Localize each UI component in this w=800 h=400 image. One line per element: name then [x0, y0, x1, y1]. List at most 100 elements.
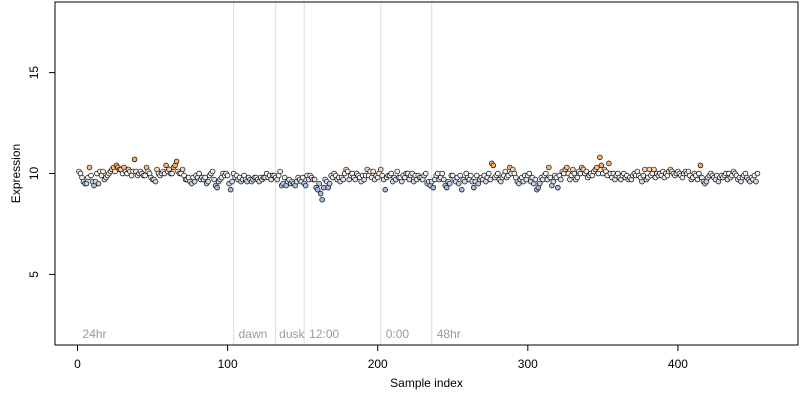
data-point [537, 180, 543, 187]
data-point [651, 166, 657, 173]
data-point [398, 178, 405, 185]
data-point [311, 176, 318, 183]
data-point [642, 166, 648, 173]
data-point [224, 172, 231, 179]
data-point [459, 186, 465, 193]
data-point [302, 182, 309, 189]
data-point [344, 168, 351, 175]
y-axis: 5 10 15 [27, 66, 55, 278]
group-label: 12:00 [309, 327, 339, 341]
data-point [571, 170, 578, 177]
data-point [555, 184, 561, 191]
x-axis: 0 100 200 300 400 [74, 345, 688, 371]
data-point [441, 176, 447, 183]
data-point [377, 166, 384, 173]
data-point [394, 168, 400, 175]
data-point [574, 174, 581, 181]
data-point [430, 184, 437, 191]
data-point [179, 166, 186, 173]
data-point [546, 164, 552, 171]
x-tick-label: 200 [368, 357, 388, 371]
x-tick-label: 400 [668, 357, 688, 371]
data-point [205, 178, 211, 185]
data-point [326, 180, 333, 187]
data-point [495, 170, 501, 177]
data-point [471, 184, 477, 191]
data-point [142, 172, 148, 179]
data-point [340, 176, 346, 183]
data-point [598, 162, 605, 169]
data-point [490, 162, 497, 169]
data-point [352, 176, 358, 183]
data-point [83, 180, 90, 187]
data-point [422, 170, 429, 177]
data-point [229, 178, 235, 185]
group-labels: 24hr dawn dusk 12:00 0:00 48hr [83, 327, 461, 341]
data-point [597, 154, 603, 161]
data-point [583, 168, 590, 175]
x-tick-label: 300 [518, 357, 538, 371]
data-point [314, 186, 321, 193]
data-point [112, 168, 118, 175]
data-point [696, 170, 702, 177]
data-point [753, 178, 759, 185]
data-point [543, 170, 549, 177]
data-point [444, 184, 450, 191]
data-point [191, 178, 198, 185]
data-point [595, 170, 602, 177]
x-tick-label: 100 [218, 357, 238, 371]
data-point [594, 164, 600, 171]
x-axis-label: Sample index [390, 376, 463, 390]
data-point [88, 172, 94, 179]
data-point [558, 176, 564, 183]
data-point [370, 168, 376, 175]
data-point [214, 184, 220, 191]
data-point [550, 178, 557, 185]
data-points [76, 154, 761, 203]
data-point [319, 196, 325, 203]
data-point [281, 174, 288, 181]
data-point [95, 180, 102, 187]
y-tick-label: 10 [27, 167, 41, 181]
data-point [468, 172, 474, 179]
data-point [131, 156, 138, 163]
y-tick-label: 5 [27, 271, 41, 278]
data-point [169, 170, 175, 177]
data-point [299, 174, 306, 181]
data-point [474, 172, 480, 179]
data-point [439, 170, 446, 177]
data-point [320, 184, 327, 191]
data-point [173, 158, 180, 165]
data-point [697, 162, 704, 169]
data-point [694, 176, 701, 183]
data-point [317, 190, 324, 197]
data-point [532, 176, 539, 183]
data-point [456, 180, 462, 187]
data-point [502, 168, 509, 175]
group-label: dusk [279, 327, 305, 341]
data-point [209, 168, 216, 175]
data-point [462, 178, 468, 185]
x-tick-label: 0 [74, 357, 81, 371]
data-point [639, 178, 645, 185]
data-point [382, 186, 388, 193]
data-point [457, 172, 464, 179]
data-point [202, 174, 208, 181]
data-point [487, 176, 494, 183]
group-label: 0:00 [386, 327, 410, 341]
group-label: 24hr [83, 327, 107, 341]
data-point [606, 160, 612, 167]
data-point [211, 176, 217, 183]
data-point [547, 174, 554, 181]
data-point [196, 170, 202, 177]
data-point [100, 168, 106, 175]
data-point [640, 172, 647, 179]
group-label: 48hr [437, 327, 461, 341]
data-point [163, 162, 169, 169]
data-point [227, 186, 234, 193]
data-point [86, 164, 93, 171]
group-boundaries [233, 2, 433, 345]
data-point [388, 170, 394, 177]
y-axis-label: Expression [9, 144, 23, 203]
